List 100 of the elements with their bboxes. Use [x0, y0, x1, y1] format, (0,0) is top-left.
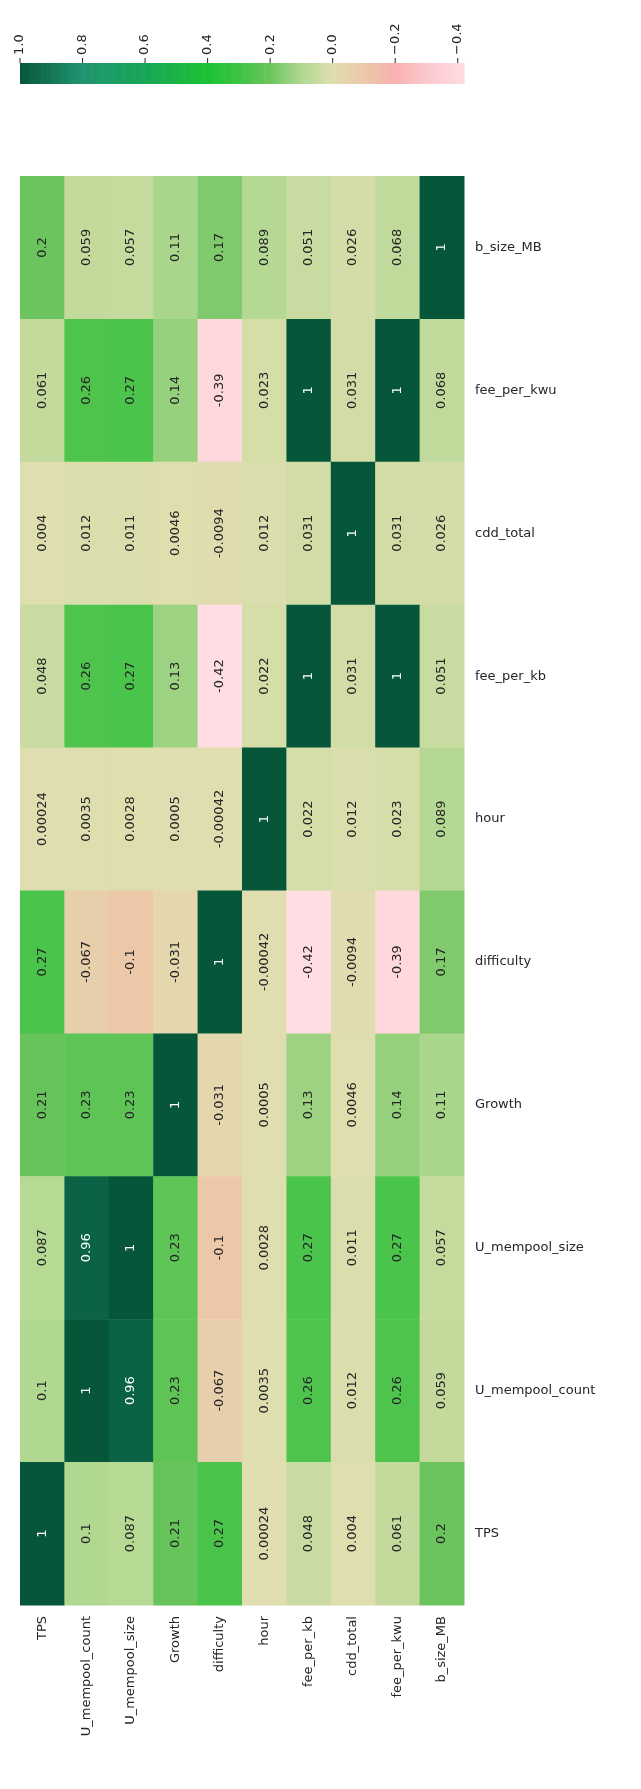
data-label: 0.031 [344, 371, 360, 409]
data-label: 0.13 [299, 1090, 315, 1120]
data-label: 0.00024 [33, 792, 49, 846]
data-label: 0.061 [33, 371, 49, 409]
data-label: 0.26 [77, 375, 93, 405]
x-tick-label: fee_per_kwu [388, 1616, 404, 1698]
x-tick-label: U_mempool_size [122, 1616, 138, 1725]
y-tick-label: fee_per_kwu [475, 381, 557, 397]
y-tick-label: fee_per_kb [475, 667, 546, 683]
data-label: 0.23 [166, 1233, 182, 1263]
data-label: -0.1 [122, 949, 138, 975]
data-label: 0.21 [166, 1519, 182, 1549]
data-label: 0.057 [433, 1229, 449, 1267]
y-tick-label: Growth [475, 1096, 523, 1112]
data-label: 0.0005 [255, 1082, 271, 1128]
data-label: 0.0028 [255, 1225, 271, 1271]
data-label: 0.023 [388, 800, 404, 838]
data-label: 0.012 [77, 514, 93, 552]
data-label: 0.2 [33, 237, 49, 258]
data-label: 0.14 [166, 375, 182, 405]
data-label: 0.011 [122, 514, 138, 552]
data-label: 0.0035 [255, 1367, 271, 1414]
data-label: 0.96 [122, 1376, 138, 1406]
data-label: 1 [299, 672, 315, 681]
data-label: 0.023 [255, 371, 271, 409]
y-tick-label: b_size_MB [475, 238, 542, 254]
data-label: 0.26 [388, 1376, 404, 1406]
data-label: 0.14 [388, 1090, 404, 1120]
data-label: 1 [122, 1243, 138, 1252]
data-label: 1 [166, 1100, 182, 1109]
data-label: 0.27 [122, 661, 138, 691]
data-label: -0.067 [211, 1369, 227, 1412]
y-tick-label: hour [475, 810, 506, 826]
data-label: 1 [388, 386, 404, 395]
data-label: 1 [344, 529, 360, 538]
data-label: 0.068 [433, 371, 449, 409]
data-label: 0.27 [33, 947, 49, 977]
data-label: -0.0094 [344, 936, 360, 988]
data-label: 0.17 [433, 947, 449, 977]
data-label: 1 [33, 1529, 49, 1538]
data-label: 0.059 [77, 228, 93, 267]
data-label: 0.011 [344, 1229, 360, 1267]
data-label: 0.0005 [166, 796, 182, 842]
data-label: 1 [77, 1386, 93, 1395]
data-label: 0.0035 [77, 796, 93, 842]
data-label: 0.026 [433, 514, 449, 552]
y-tick-label: difficulty [475, 953, 532, 969]
data-label: 0.031 [344, 657, 360, 695]
data-label: 0.17 [211, 232, 227, 262]
data-label: 0.089 [255, 228, 271, 267]
x-tick-label: U_mempool_count [77, 1616, 93, 1737]
data-label: 1 [433, 243, 449, 252]
color-bar-label: −0.4 [449, 23, 465, 55]
data-label: 0.13 [166, 661, 182, 691]
data-label: -0.031 [211, 1083, 227, 1126]
data-label: 0.0046 [166, 510, 182, 556]
data-label: 0.057 [122, 228, 138, 267]
x-tick-label: difficulty [211, 1615, 227, 1673]
data-label: 0.23 [77, 1090, 93, 1120]
data-label: 0.27 [299, 1233, 315, 1263]
data-label: 0.0028 [122, 796, 138, 842]
data-label: 0.012 [255, 514, 271, 552]
y-tick-label: U_mempool_count [475, 1382, 596, 1398]
data-label: -0.031 [166, 940, 182, 983]
data-label: 0.2 [433, 1523, 449, 1544]
data-label: 1 [255, 814, 271, 824]
data-label: 0.068 [388, 228, 404, 267]
data-label: 0.004 [33, 514, 49, 552]
data-label: 0.061 [388, 1514, 404, 1553]
data-label: 0.051 [433, 657, 449, 695]
color-bar-label: 0.6 [136, 34, 152, 55]
x-tick-label: b_size_MB [433, 1616, 449, 1683]
data-label: -0.067 [77, 940, 93, 983]
data-label: -0.39 [388, 945, 404, 979]
data-label: 0.048 [33, 657, 49, 695]
data-label: 1 [388, 672, 404, 681]
data-label: 0.012 [344, 1372, 360, 1410]
color-bar-label: 0.4 [198, 34, 214, 55]
color-bar-label: 1.0 [11, 34, 27, 55]
color-bar-label: 0.0 [324, 34, 340, 55]
data-label: 0.27 [122, 375, 138, 405]
color-bar-label: 0.2 [261, 34, 277, 55]
data-label: 1 [299, 386, 315, 395]
data-label: 0.026 [344, 228, 360, 267]
data-label: 0.004 [344, 1514, 360, 1553]
data-label: 0.059 [433, 1372, 449, 1410]
data-label: 0.089 [433, 800, 449, 838]
data-label: 0.27 [211, 1519, 227, 1549]
data-label: -0.00042 [255, 932, 271, 992]
data-label: 0.23 [122, 1090, 138, 1120]
data-label: -0.39 [211, 373, 227, 408]
data-label: 0.11 [166, 232, 182, 262]
data-label: 0.0046 [344, 1082, 360, 1128]
data-label: 0.26 [299, 1376, 315, 1406]
data-label: 0.087 [122, 1514, 138, 1553]
data-label: -0.1 [211, 1235, 227, 1261]
x-tick-label: hour [255, 1615, 271, 1646]
color-bar-label: −0.2 [386, 23, 402, 55]
data-label: 0.031 [299, 514, 315, 552]
data-label: 0.051 [299, 228, 315, 267]
